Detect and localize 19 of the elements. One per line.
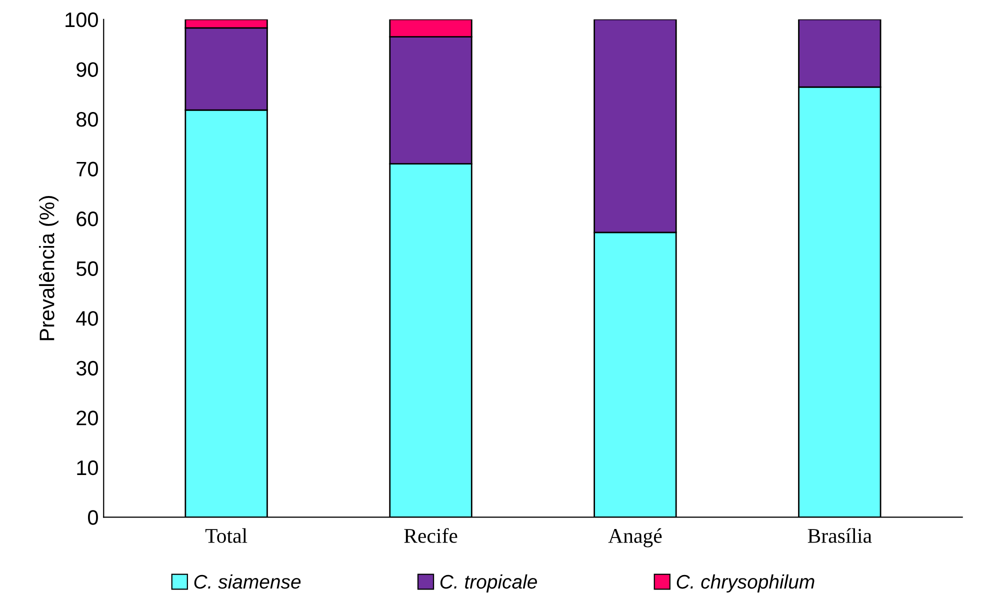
- x-tick-label: Total: [205, 528, 248, 543]
- legend-label: C. chrysophilum: [676, 574, 814, 593]
- legend-label: C. tropicale: [440, 574, 537, 593]
- y-tick-label: 100: [66, 12, 98, 28]
- y-tick-label: 0: [88, 510, 98, 525]
- y-tick-label: 30: [76, 360, 98, 376]
- x-tick-label: Recife: [404, 528, 458, 543]
- y-tick-label: 10: [77, 460, 98, 476]
- x-tick-label: Anagé: [608, 528, 662, 548]
- y-axis-title: Prevalência (%): [38, 196, 58, 340]
- y-tick-label: 20: [76, 410, 98, 426]
- y-tick-label: 50: [76, 261, 98, 276]
- y-tick-label: 70: [76, 162, 98, 176]
- y-tick-label: 90: [76, 62, 98, 77]
- y-tick-label: 80: [76, 112, 98, 127]
- x-tick-label: Brasília: [808, 528, 872, 543]
- y-tick-label: 40: [76, 311, 98, 326]
- legend-label: C. siamense: [194, 574, 301, 589]
- y-tick-label: 60: [76, 212, 98, 226]
